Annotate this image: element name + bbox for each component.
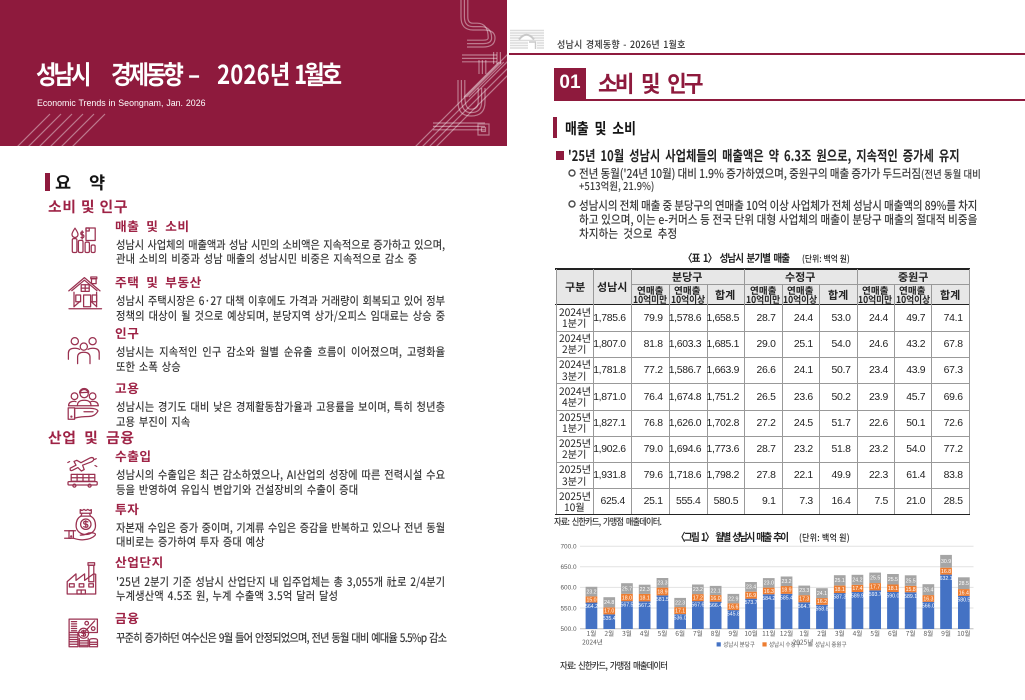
svg-text:15.8: 15.8: [906, 587, 916, 593]
svg-text:23.3: 23.3: [799, 588, 809, 594]
svg-text:25.5: 25.5: [870, 576, 880, 582]
svg-text:23.2: 23.2: [586, 589, 596, 595]
svg-text:22.3: 22.3: [675, 600, 685, 606]
svg-text:535.4: 535.4: [603, 616, 616, 622]
svg-text:22.1: 22.1: [711, 588, 721, 594]
svg-text:24.1: 24.1: [817, 591, 827, 597]
svg-text:589.9: 589.9: [851, 594, 864, 600]
svg-text:18.9: 18.9: [781, 588, 791, 594]
svg-text:16.0: 16.0: [711, 596, 721, 602]
svg-text:16.6: 16.6: [728, 605, 738, 611]
svg-text:580.5: 580.5: [957, 597, 970, 603]
svg-text:632.1: 632.1: [940, 576, 953, 582]
svg-text:566.4: 566.4: [709, 603, 722, 609]
svg-text:23.2: 23.2: [781, 579, 791, 585]
svg-text:30.9: 30.9: [941, 559, 951, 565]
svg-text:16.3: 16.3: [764, 589, 774, 595]
svg-text:22.3: 22.3: [640, 587, 650, 593]
svg-text:23.4: 23.4: [746, 585, 756, 591]
svg-text:567.5: 567.5: [620, 603, 633, 609]
svg-text:23.0: 23.0: [764, 581, 774, 587]
svg-text:17.0: 17.0: [604, 609, 614, 615]
svg-text:573.7: 573.7: [745, 600, 758, 606]
svg-text:700.0: 700.0: [561, 544, 577, 551]
svg-text:550.0: 550.0: [561, 605, 577, 612]
svg-text:17.1: 17.1: [675, 608, 685, 614]
svg-text:16.8: 16.8: [941, 569, 951, 575]
svg-text:581.5: 581.5: [656, 597, 669, 603]
svg-text:16.4: 16.4: [959, 590, 969, 596]
svg-text:18.1: 18.1: [888, 586, 898, 592]
svg-text:587.3: 587.3: [833, 595, 846, 601]
svg-text:18.1: 18.1: [640, 595, 650, 601]
svg-text:545.8: 545.8: [727, 612, 740, 618]
svg-text:564.2: 564.2: [585, 604, 598, 610]
svg-text:567.6: 567.6: [691, 603, 704, 609]
svg-text:23.2: 23.2: [693, 587, 703, 593]
svg-text:536.0: 536.0: [674, 616, 687, 622]
svg-text:25.5: 25.5: [888, 577, 898, 583]
svg-text:18.9: 18.9: [657, 589, 667, 595]
svg-text:589.1: 589.1: [904, 594, 917, 600]
svg-text:593.7: 593.7: [869, 592, 882, 598]
svg-text:15.0: 15.0: [586, 597, 596, 603]
svg-text:585.4: 585.4: [780, 595, 793, 601]
svg-text:650.0: 650.0: [561, 564, 577, 571]
svg-text:23.3: 23.3: [657, 581, 667, 587]
svg-text:600.0: 600.0: [561, 585, 577, 592]
svg-text:17.3: 17.3: [799, 597, 809, 603]
svg-text:25.1: 25.1: [835, 578, 845, 584]
svg-text:16.9: 16.9: [746, 593, 756, 599]
svg-text:567.2: 567.2: [638, 603, 651, 609]
svg-text:22.9: 22.9: [728, 596, 738, 602]
svg-text:590.0: 590.0: [886, 593, 899, 599]
svg-text:566.0: 566.0: [922, 603, 935, 609]
svg-text:25.7: 25.7: [622, 586, 632, 592]
svg-text:17.4: 17.4: [852, 586, 862, 592]
svg-text:584.2: 584.2: [762, 596, 775, 602]
svg-text:564.7: 564.7: [798, 604, 811, 610]
svg-text:24.2: 24.2: [852, 578, 862, 584]
svg-text:18.1: 18.1: [835, 587, 845, 593]
svg-text:558.8: 558.8: [815, 606, 828, 612]
svg-text:17.2: 17.2: [693, 595, 703, 601]
svg-text:28.5: 28.5: [959, 581, 969, 587]
svg-text:16.3: 16.3: [923, 596, 933, 602]
svg-text:17.7: 17.7: [870, 585, 880, 591]
svg-text:26.4: 26.4: [923, 588, 933, 594]
svg-text:24.8: 24.8: [604, 600, 614, 606]
svg-text:25.5: 25.5: [906, 578, 916, 584]
svg-text:500.0: 500.0: [561, 626, 577, 633]
svg-text:18.0: 18.0: [622, 595, 632, 601]
svg-text:16.2: 16.2: [817, 599, 827, 605]
